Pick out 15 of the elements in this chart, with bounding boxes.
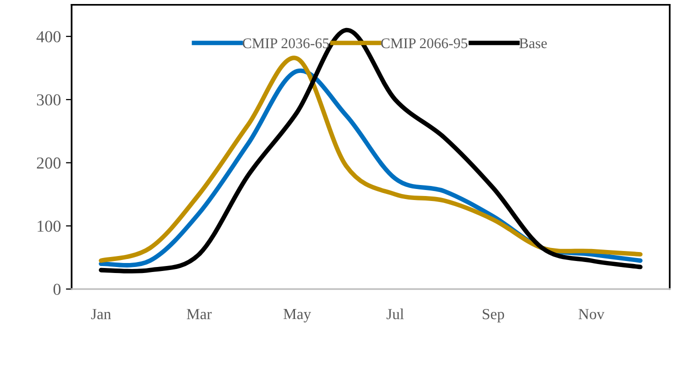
x-tick-label: Jan [91,309,111,320]
x-tick-label: Nov [578,309,604,320]
legend-label: CMIP 2036-65 [242,38,329,48]
y-tick-label: 100 [38,220,61,232]
legend-label: CMIP 2066-95 [381,38,468,48]
x-tick-label: May [284,309,312,322]
y-tick-label: 0 [53,284,61,295]
y-tick-label: 400 [36,31,61,42]
y-tick-label: 300 [36,94,61,106]
x-tick-label: Jul [386,308,404,320]
legend-label: Base [519,38,547,48]
x-tick-label: Sep [482,308,504,322]
line-series [98,28,643,274]
x-tick-label: Mar [186,309,212,320]
y-tick-label: 200 [36,157,61,169]
